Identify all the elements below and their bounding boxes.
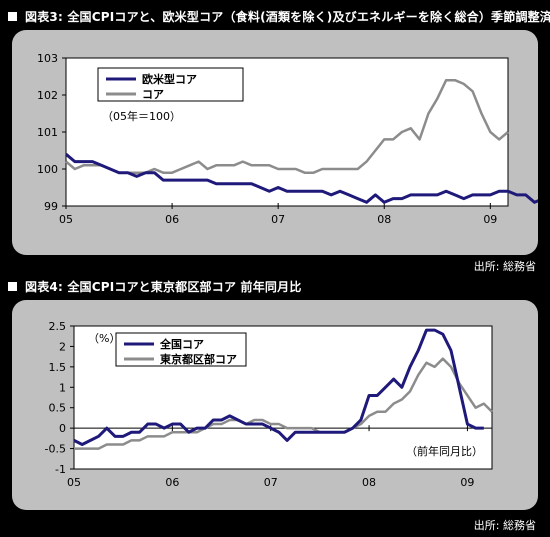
y-tick-label: 102 xyxy=(37,89,58,102)
y-tick-label: 99 xyxy=(44,200,58,213)
bullet-square-icon xyxy=(8,12,17,21)
x-tick-label: 07 xyxy=(271,213,285,226)
x-tick-label: 06 xyxy=(165,213,179,226)
figure1-source: 出所: 総務省 xyxy=(473,260,536,273)
y-tick-label: 0.5 xyxy=(49,402,67,415)
unit-label: （%） xyxy=(88,332,120,345)
y-tick-label: 0 xyxy=(59,422,66,435)
y-tick-label: -1 xyxy=(55,463,66,476)
x-tick-label: 05 xyxy=(67,476,81,489)
x-tick-label: 06 xyxy=(165,476,179,489)
figure2-source: 出所: 総務省 xyxy=(473,519,536,532)
y-tick-label: 100 xyxy=(37,163,58,176)
legend-label: 全国コア xyxy=(159,337,204,351)
x-tick-label: 08 xyxy=(362,476,376,489)
legend-label: コア xyxy=(142,88,164,101)
chart1-panel: 99 100 101 102 103 05 06 07 08 09 欧米型コアコア （05年＝100） xyxy=(12,30,538,255)
y-tick-label: 2.5 xyxy=(49,320,67,333)
y-tick-label: 1 xyxy=(59,381,66,394)
series-line-primary xyxy=(73,328,484,446)
yoy-note: （前年同月比） xyxy=(406,444,483,458)
series-line-secondary xyxy=(74,357,493,450)
series-line-primary xyxy=(65,153,538,204)
bullet-square-icon xyxy=(8,282,17,291)
legend-label: 欧米型コア xyxy=(142,72,197,86)
base-year-note: （05年＝100） xyxy=(102,109,181,123)
x-tick-label: 08 xyxy=(377,213,391,226)
chart2-panel: -1 -0.5 0 0.5 1 1.5 2 2.5 05 06 07 08 09 全国コア 東京都区部コア （… xyxy=(12,300,538,510)
y-tick-label: -0.5 xyxy=(45,443,66,456)
y-tick-label: 101 xyxy=(37,126,58,139)
series-line-secondary xyxy=(65,78,509,174)
y-tick-label: 2 xyxy=(59,340,66,353)
x-tick-label: 05 xyxy=(59,213,73,226)
legend-label: 東京都区部コア xyxy=(160,352,237,366)
y-tick-label: 103 xyxy=(37,52,58,65)
figure2-title: 図表4: 全国CPIコアと東京都区部コア 前年同月比 xyxy=(8,278,302,295)
figure1-title: 図表3: 全国CPIコアと、欧米型コア（食料(酒類を除く)及びエネルギーを除く総… xyxy=(8,8,550,25)
x-tick-label: 09 xyxy=(483,213,497,226)
legend-box xyxy=(97,67,244,102)
x-tick-label: 07 xyxy=(264,476,278,489)
x-tick-label: 09 xyxy=(460,476,474,489)
y-tick-label: 1.5 xyxy=(49,361,67,374)
